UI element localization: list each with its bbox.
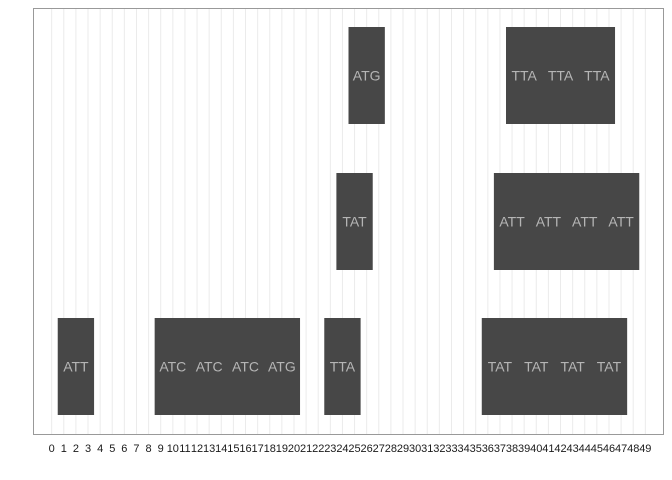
- x-tick-label: 33: [445, 443, 457, 455]
- x-tick-label: 48: [627, 443, 639, 455]
- x-tick-label: 3: [85, 443, 91, 455]
- x-tick-label: 32: [433, 443, 445, 455]
- x-tick-label: 15: [227, 443, 239, 455]
- x-tick-label: 36: [482, 443, 494, 455]
- x-tick-label: 19: [276, 443, 288, 455]
- x-tick-label: 1: [61, 443, 67, 455]
- codon-label: ATT: [63, 359, 89, 375]
- x-tick-label: 38: [506, 443, 518, 455]
- codon-block-rect: [154, 318, 301, 415]
- codon-block: ATT ATT ATT ATT: [493, 173, 640, 270]
- x-tick-label: 44: [579, 443, 591, 455]
- codon-block-rect: [506, 27, 616, 124]
- codon-label: TTA: [584, 68, 610, 84]
- x-tick-label: 7: [133, 443, 139, 455]
- codon-block: TTA: [324, 318, 361, 415]
- x-tick-label: 18: [264, 443, 276, 455]
- x-tick-label: 37: [494, 443, 506, 455]
- codon-label: ATC: [196, 359, 223, 375]
- x-tick-label: 41: [542, 443, 554, 455]
- codon-block: TTA TTA TTA: [506, 27, 616, 124]
- x-tick-label: 45: [591, 443, 603, 455]
- x-tick-label: 9: [158, 443, 164, 455]
- x-tick-label: 22: [312, 443, 324, 455]
- x-tick-label: 40: [530, 443, 542, 455]
- codon-label: ATT: [499, 214, 525, 230]
- codon-label: TAT: [560, 359, 585, 375]
- x-tick-label: 49: [639, 443, 651, 455]
- codon-label: TAT: [597, 359, 622, 375]
- codon-block: ATT: [57, 318, 95, 415]
- codon-block-rect: [348, 27, 385, 124]
- codon-block-rect: [481, 318, 628, 415]
- codon-block-rect: [324, 318, 361, 415]
- codon-label: TAT: [488, 359, 513, 375]
- x-tick-label: 12: [191, 443, 203, 455]
- x-tick-label: 42: [554, 443, 566, 455]
- x-tick-label: 43: [567, 443, 579, 455]
- codon-block-rect: [57, 318, 95, 415]
- x-tick-label: 39: [518, 443, 530, 455]
- codon-label: ATT: [572, 214, 598, 230]
- codon-block: TAT: [336, 173, 373, 270]
- x-tick-label: 17: [252, 443, 264, 455]
- x-tick-label: 13: [203, 443, 215, 455]
- x-axis-ticks: 0 1 2 3 4 5 6 7 8 9 10 11 12 13 14 15 16 17 18 19 20 21 22 23 24…: [49, 443, 652, 455]
- plot-panel-border: [33, 8, 664, 435]
- x-tick-label: 6: [121, 443, 127, 455]
- x-tick-label: 25: [348, 443, 360, 455]
- codon-label: ATG: [268, 359, 296, 375]
- x-tick-label: 4: [97, 443, 103, 455]
- x-tick-label: 20: [288, 443, 300, 455]
- x-tick-label: 30: [409, 443, 421, 455]
- x-tick-label: 34: [457, 443, 469, 455]
- x-tick-label: 14: [215, 443, 227, 455]
- x-tick-label: 29: [397, 443, 409, 455]
- codon-label: TAT: [524, 359, 549, 375]
- codon-label: ATC: [232, 359, 259, 375]
- x-tick-label: 47: [615, 443, 627, 455]
- x-tick-label: 26: [361, 443, 373, 455]
- codon-label: ATC: [159, 359, 186, 375]
- x-tick-label: 8: [146, 443, 152, 455]
- codon-block-rect: [336, 173, 373, 270]
- codon-block: ATC ATC ATC ATG: [154, 318, 301, 415]
- x-tick-label: 10: [167, 443, 179, 455]
- codon-block: ATG: [348, 27, 385, 124]
- x-tick-label: 0: [49, 443, 55, 455]
- codon-label: ATT: [536, 214, 562, 230]
- x-tick-label: 16: [239, 443, 251, 455]
- x-tick-label: 2: [73, 443, 79, 455]
- codon-block: TAT TAT TAT TAT: [481, 318, 628, 415]
- x-tick-label: 24: [336, 443, 348, 455]
- x-tick-label: 21: [300, 443, 312, 455]
- codon-label: TTA: [548, 68, 574, 84]
- x-tick-label: 35: [470, 443, 482, 455]
- x-tick-label: 28: [385, 443, 397, 455]
- x-tick-label: 11: [179, 443, 190, 455]
- codon-label: ATG: [353, 68, 381, 84]
- x-tick-label: 46: [603, 443, 615, 455]
- x-tick-label: 27: [373, 443, 385, 455]
- codon-label: TTA: [330, 359, 356, 375]
- codon-label: TTA: [511, 68, 537, 84]
- x-tick-label: 23: [324, 443, 336, 455]
- codon-label: TAT: [342, 214, 367, 230]
- x-tick-label: 5: [109, 443, 115, 455]
- codon-label: ATT: [608, 214, 634, 230]
- x-tick-label: 31: [421, 443, 433, 455]
- codon-block-rect: [493, 173, 640, 270]
